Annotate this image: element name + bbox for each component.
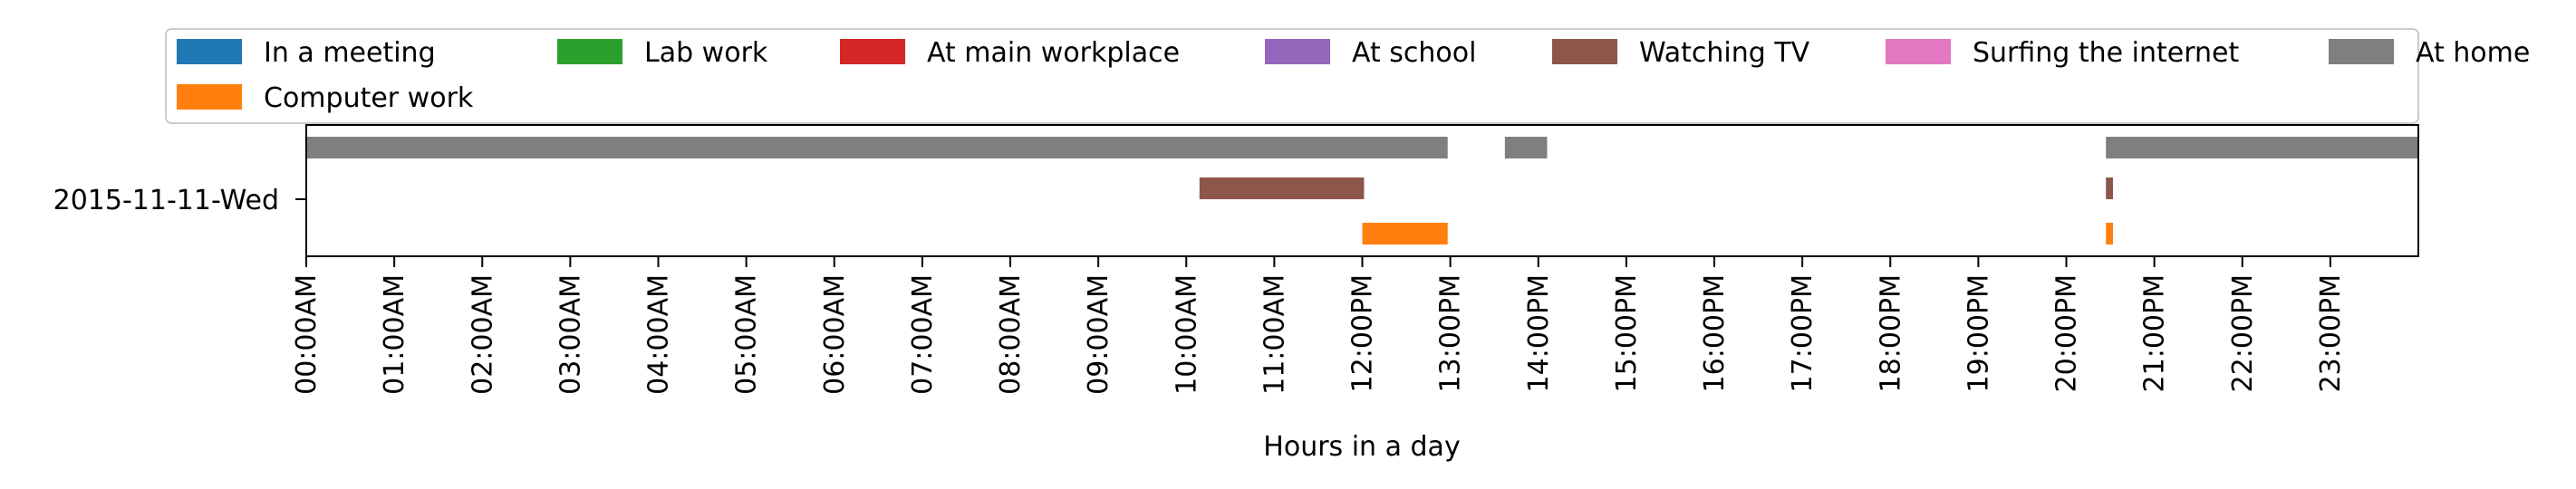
legend-label: Computer work [264,82,474,114]
legend-frame [165,28,2419,124]
x-tick-label: 06:00AM [819,274,851,395]
x-tick-label: 11:00AM [1259,274,1290,395]
x-tick-label: 07:00AM [907,274,939,395]
x-tick-label: 20:00PM [2051,274,2083,392]
x-tick-label: 05:00AM [731,274,763,395]
legend: In a meeting Lab work At main workplace At … [165,28,2530,124]
timeline-bar [1504,137,1548,158]
legend-swatch [177,39,242,64]
x-tick-label: 10:00AM [1171,274,1202,395]
x-tick-label: 13:00PM [1435,274,1467,392]
legend-label: Surfing the internet [1973,37,2239,69]
legend-label: At home [2416,37,2530,69]
x-tick-label: 18:00PM [1875,274,1906,392]
x-tick-label: 16:00PM [1699,274,1731,392]
timeline-bar [2106,137,2406,158]
timeline-bar [1362,223,1448,244]
timeline-bar [2106,177,2113,199]
legend-label: At main workplace [927,37,1180,69]
x-tick-label: 21:00PM [2139,274,2171,392]
legend-label: Lab work [644,37,768,69]
legend-swatch [1552,39,1617,64]
x-tick-label: 08:00AM [995,274,1027,395]
legend-label: Watching TV [1639,37,1810,69]
legend-swatch [1265,39,1330,64]
bars-layer [306,137,2418,244]
timeline-bar [2405,137,2418,158]
x-tick-label: 23:00PM [2315,274,2347,392]
legend-swatch [1886,39,1951,64]
x-tick-label: 15:00PM [1611,274,1643,392]
x-tick-label: 19:00PM [1963,274,1994,392]
legend-label: In a meeting [264,37,436,69]
y-axis: 2015-11-11-Wed [53,185,306,216]
x-tick-label: 09:00AM [1083,274,1114,395]
legend-swatch [2329,39,2394,64]
x-tick-label: 00:00AM [291,274,323,395]
legend-swatch [177,84,242,110]
x-tick-label: 22:00PM [2227,274,2259,392]
legend-swatch [557,39,622,64]
x-tick-label: 01:00AM [379,274,410,395]
timeline-bar [2106,223,2113,244]
x-tick-label: 17:00PM [1787,274,1819,392]
x-axis-label: Hours in a day [1263,431,1460,463]
y-tick-label: 2015-11-11-Wed [53,185,279,216]
timeline-bar [1199,177,1365,199]
legend-swatch [840,39,905,64]
timeline-bar [306,137,1448,158]
x-tick-label: 04:00AM [643,274,675,395]
x-tick-label: 02:00AM [467,274,498,395]
x-tick-label: 03:00AM [555,274,586,395]
legend-label: At school [1352,37,1476,69]
x-axis: 00:00AM 01:00AM 02:00AM 03:00AM 04:00AM 05:00… [291,256,2347,395]
x-tick-label: 12:00PM [1347,274,1379,392]
x-tick-label: 14:00PM [1523,274,1555,392]
